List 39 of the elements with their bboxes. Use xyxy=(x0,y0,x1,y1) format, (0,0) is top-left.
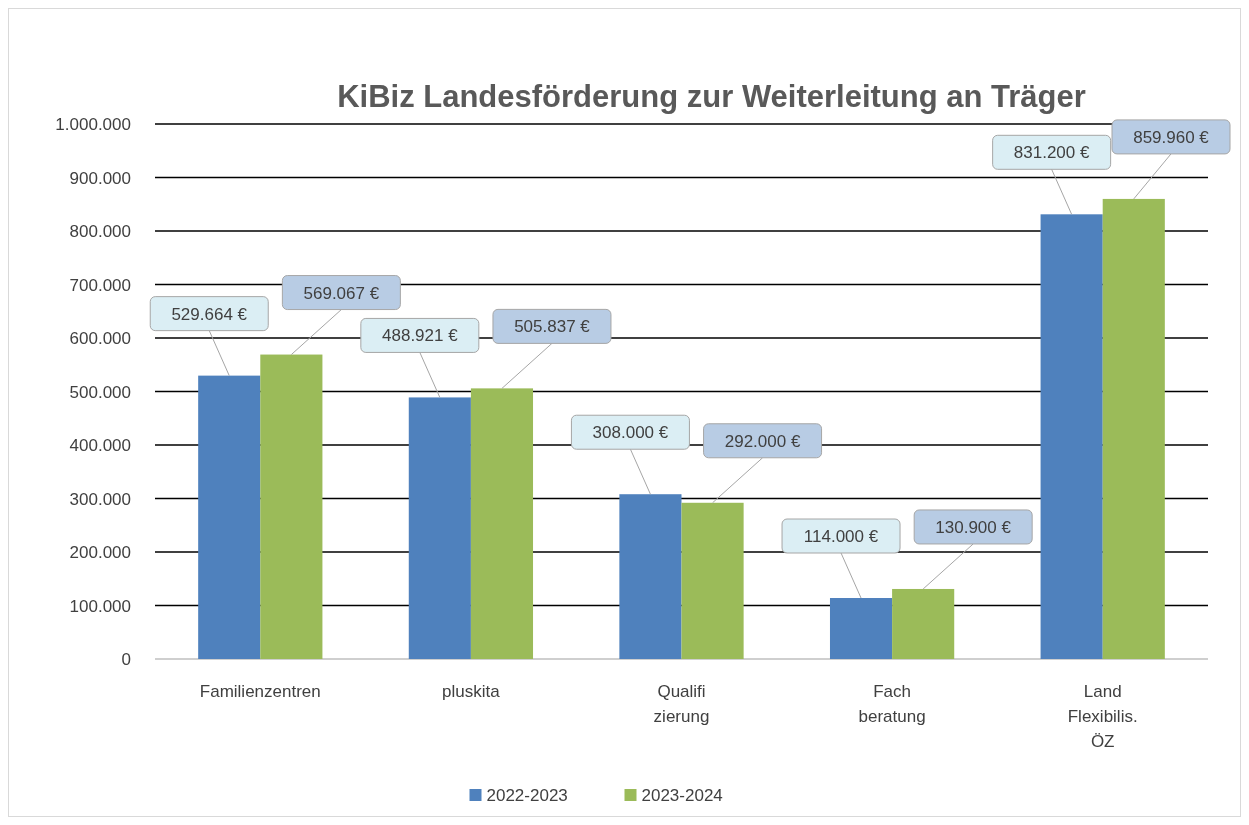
y-tick-label: 0 xyxy=(121,650,131,669)
bar xyxy=(1102,198,1165,659)
data-label: 569.067 € xyxy=(303,283,380,303)
data-label: 292.000 € xyxy=(724,431,801,451)
x-tick-label: Land Flexibilis. ÖZ xyxy=(1067,682,1138,751)
data-label: 859.960 € xyxy=(1133,127,1210,147)
bar xyxy=(681,502,744,659)
y-tick-label: 200.000 xyxy=(69,543,131,562)
data-label: 831.200 € xyxy=(1013,143,1090,163)
data-label: 130.900 € xyxy=(935,517,1012,537)
bar xyxy=(260,354,323,659)
bar xyxy=(470,388,534,659)
bar xyxy=(1040,214,1103,659)
y-tick-label: 400.000 xyxy=(69,436,131,455)
data-label: 529.664 € xyxy=(171,304,248,324)
y-tick-label: 600.000 xyxy=(69,329,131,348)
x-tick-label: Fach beratung xyxy=(858,682,926,726)
x-tick-label: pluskita xyxy=(442,682,501,701)
x-tick-label: Familienzentren xyxy=(199,682,321,701)
bar xyxy=(619,494,682,659)
bar xyxy=(892,588,955,659)
x-tick-label: Qualifi zierung xyxy=(653,682,710,726)
y-tick-label: 800.000 xyxy=(69,222,131,241)
y-tick-label: 300.000 xyxy=(69,489,131,509)
bar xyxy=(198,375,261,659)
legend-label: 2022-2023 xyxy=(486,786,568,805)
y-tick-label: 900.000 xyxy=(69,168,131,188)
chart-title: KiBiz Landesförderung zur Weiterleitung an Träger xyxy=(337,79,1086,114)
data-label: 114.000 € xyxy=(803,527,879,547)
legend-label: 2023-2024 xyxy=(641,786,723,805)
data-label: 505.837 € xyxy=(514,317,591,337)
y-tick-label: 500.000 xyxy=(69,382,131,402)
bar xyxy=(408,397,471,659)
data-label: 488.921 € xyxy=(382,326,459,346)
bar xyxy=(829,598,893,659)
data-label: 308.000 € xyxy=(592,423,669,443)
y-tick-label: 100.000 xyxy=(69,596,131,616)
y-tick-label: 1.000.000 xyxy=(55,115,131,134)
y-tick-label: 700.000 xyxy=(69,275,131,295)
